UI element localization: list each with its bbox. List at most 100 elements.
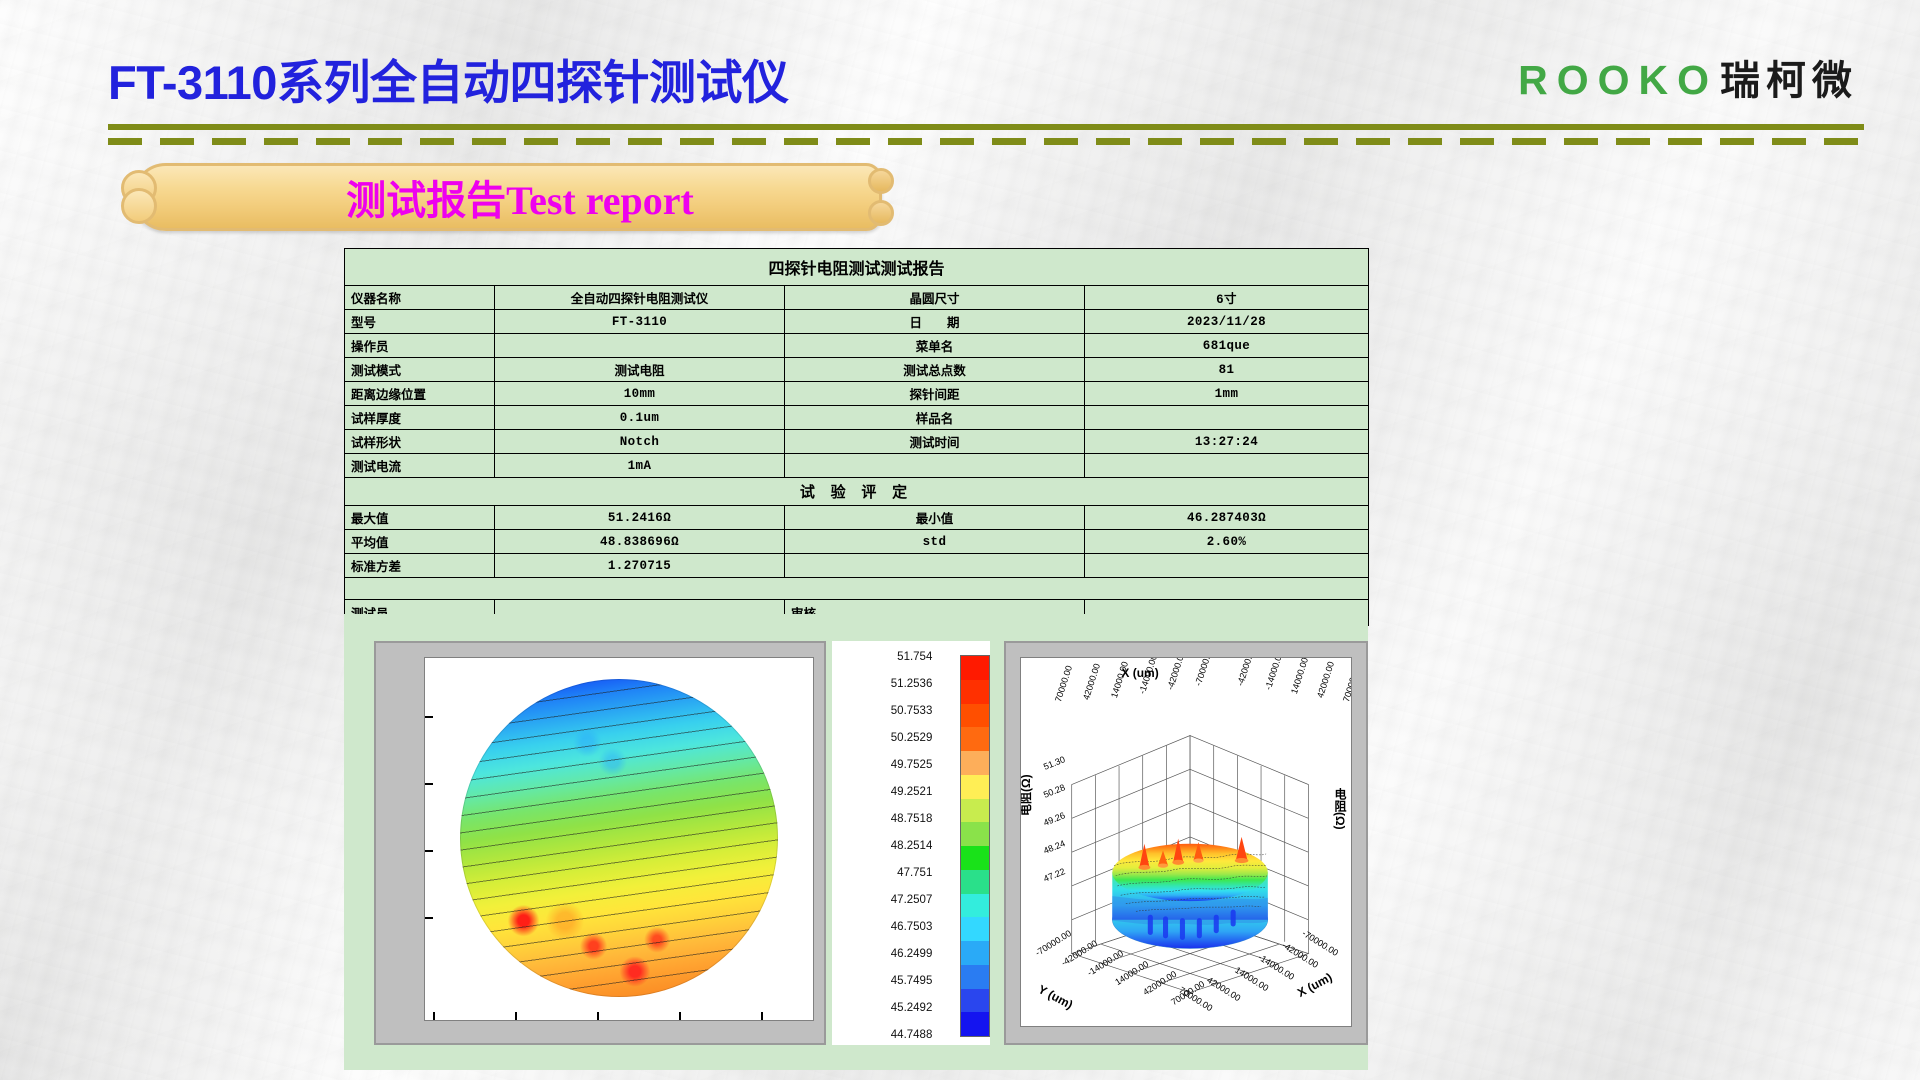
row-val-sample-thickness: 0.1um xyxy=(494,405,785,430)
table-row: 平均值 48.838696Ω std 2.60% xyxy=(344,529,1370,554)
table-row: 操作员 菜单名 681que xyxy=(344,333,1370,358)
surface-3d-panel[interactable]: 51.30 50.28 49.26 48.24 47.22 电阻(Ω) 电阻(Ω… xyxy=(1004,641,1368,1045)
colorbar-segment xyxy=(961,822,990,846)
colorbar-tick-label: 45.7495 xyxy=(890,975,933,987)
colorbar-segment xyxy=(961,751,990,775)
row-key-edge-distance: 距离边缘位置 xyxy=(344,381,495,406)
charts-strip: 51.754 51.2536 50.7533 50.2529 49.7525 4… xyxy=(344,614,1368,1070)
wafer-container xyxy=(435,666,803,1010)
spacer-cell xyxy=(343,577,1370,600)
colorbar-tick-label: 51.2536 xyxy=(890,678,933,690)
table-row: 最大值 51.2416Ω 最小值 46.287403Ω xyxy=(344,505,1370,530)
surface-3d-svg xyxy=(1070,734,1310,993)
page-title: FT-3110系列全自动四探针测试仪 xyxy=(108,56,789,109)
row-key-max: 最大值 xyxy=(344,505,495,530)
colorbar-segment xyxy=(961,869,990,894)
colorbar-segment xyxy=(961,703,990,728)
contour-plot-area xyxy=(424,657,845,1021)
banner-shape xyxy=(121,163,882,231)
row-val-max: 51.2416Ω xyxy=(494,505,785,530)
row-key-stddev: 标准方差 xyxy=(344,553,495,578)
row-val-min: 46.287403Ω xyxy=(1083,505,1370,530)
colorbar-tick-label: 46.2499 xyxy=(890,948,933,960)
row-val-instrument-name: 全自动四探针电阻测试仪 xyxy=(494,285,785,310)
row-key-sample-shape: 试样形状 xyxy=(344,429,495,454)
row-val-wafer-size: 6寸 xyxy=(1083,285,1370,310)
row-val-test-current: 1mA xyxy=(494,453,785,478)
contour-xtick xyxy=(515,1012,517,1020)
report-title: 四探针电阻测试测试报告 xyxy=(343,248,1370,286)
header-rule-solid xyxy=(108,124,1864,130)
contour-xtick xyxy=(433,1012,435,1020)
row-key-mean: 平均值 xyxy=(344,529,495,554)
row-val-std: 2.60% xyxy=(1083,529,1370,554)
contour-ytick xyxy=(425,783,433,785)
row-val-test-time: 13:27:24 xyxy=(1083,429,1370,454)
row-key-model: 型号 xyxy=(344,309,495,334)
colorbar-tick-label: 48.7518 xyxy=(890,813,933,825)
report-table: 四探针电阻测试测试报告 仪器名称 全自动四探针电阻测试仪 晶圆尺寸 6寸 型号 … xyxy=(343,248,1370,626)
colorbar-tick-label: 48.2514 xyxy=(890,840,933,852)
contour-xtick xyxy=(761,1012,763,1020)
section-banner: 测试报告Test report xyxy=(121,163,894,231)
surface-zaxis-label-left: 电阻(Ω) xyxy=(1020,774,1034,816)
row-key-std: std xyxy=(784,529,1085,554)
banner-nub-top xyxy=(868,168,894,194)
colorbar: 51.754 51.2536 50.7533 50.2529 49.7525 4… xyxy=(832,641,991,1045)
table-row: 仪器名称 全自动四探针电阻测试仪 晶圆尺寸 6寸 xyxy=(344,285,1370,310)
brand-latin-text: ROOKO xyxy=(1518,57,1718,103)
colorbar-segment xyxy=(961,941,990,965)
table-row: 距离边缘位置 10mm 探针间距 1mm xyxy=(344,381,1370,406)
surface-3d-plot-area: 51.30 50.28 49.26 48.24 47.22 电阻(Ω) 电阻(Ω… xyxy=(1020,657,1352,1027)
row-val-empty xyxy=(1083,453,1370,478)
row-val-probe-spacing: 1mm xyxy=(1083,381,1370,406)
row-val-menu-name: 681que xyxy=(1083,333,1370,358)
colorbar-segment xyxy=(961,964,990,989)
row-key-instrument-name: 仪器名称 xyxy=(344,285,495,310)
row-key-wafer-size: 晶圆尺寸 xyxy=(784,285,1085,310)
row-val-edge-distance: 10mm xyxy=(494,381,785,406)
colorbar-segment xyxy=(961,988,990,1013)
row-val-mean: 48.838696Ω xyxy=(494,529,785,554)
surface-xaxis-label-top: X (um) xyxy=(1121,666,1159,680)
colorbar-segment xyxy=(961,893,990,918)
wafer-contour-map xyxy=(460,679,779,997)
evaluation-title: 试 验 评 定 xyxy=(343,477,1370,506)
colorbar-segment xyxy=(961,656,990,680)
colorbar-tick-label: 51.754 xyxy=(897,651,933,663)
colorbar-segment xyxy=(961,727,990,751)
colorbar-tick-label: 49.7525 xyxy=(890,759,933,771)
report-title-row: 四探针电阻测试测试报告 xyxy=(343,248,1370,286)
colorbar-tick-label: 45.2492 xyxy=(890,1002,933,1014)
colorbar-tick-label: 49.2521 xyxy=(890,786,933,798)
colorbar-tick-label: 47.2507 xyxy=(890,894,933,906)
row-key-sample-thickness: 试样厚度 xyxy=(344,405,495,430)
evaluation-title-row: 试 验 评 定 xyxy=(343,477,1370,506)
colorbar-segment xyxy=(961,1012,990,1036)
brand-cjk-text: 瑞柯微 xyxy=(1720,59,1858,103)
header-rule-dashed xyxy=(108,138,1864,145)
surface-3d-mesh xyxy=(1112,836,1269,949)
row-key-stddev-empty xyxy=(784,553,1085,578)
table-row: 试样厚度 0.1um 样品名 xyxy=(344,405,1370,430)
row-key-date: 日 期 xyxy=(784,309,1085,334)
colorbar-segment xyxy=(961,774,990,799)
surface-zaxis-label-right: 电阻(Ω) xyxy=(1333,788,1347,830)
table-row: 标准方差 1.270715 xyxy=(344,553,1370,578)
row-key-sample-name: 样品名 xyxy=(784,405,1085,430)
contour-xtick xyxy=(597,1012,599,1020)
contour-ytick xyxy=(425,716,433,718)
contour-xtick xyxy=(679,1012,681,1020)
row-val-operator xyxy=(494,333,785,358)
section-banner-label: 测试报告Test report xyxy=(346,178,694,223)
row-val-total-points: 81 xyxy=(1083,357,1370,382)
table-row: 测试电流 1mA xyxy=(344,453,1370,478)
row-val-stddev-empty xyxy=(1083,553,1370,578)
contour-ytick xyxy=(425,917,433,919)
table-row: 试样形状 Notch 测试时间 13:27:24 xyxy=(344,429,1370,454)
contour-ytick xyxy=(425,850,433,852)
contour-map-panel[interactable] xyxy=(374,641,845,1045)
row-key-min: 最小值 xyxy=(784,505,1085,530)
banner-nub-bottom xyxy=(868,200,894,226)
row-key-operator: 操作员 xyxy=(344,333,495,358)
